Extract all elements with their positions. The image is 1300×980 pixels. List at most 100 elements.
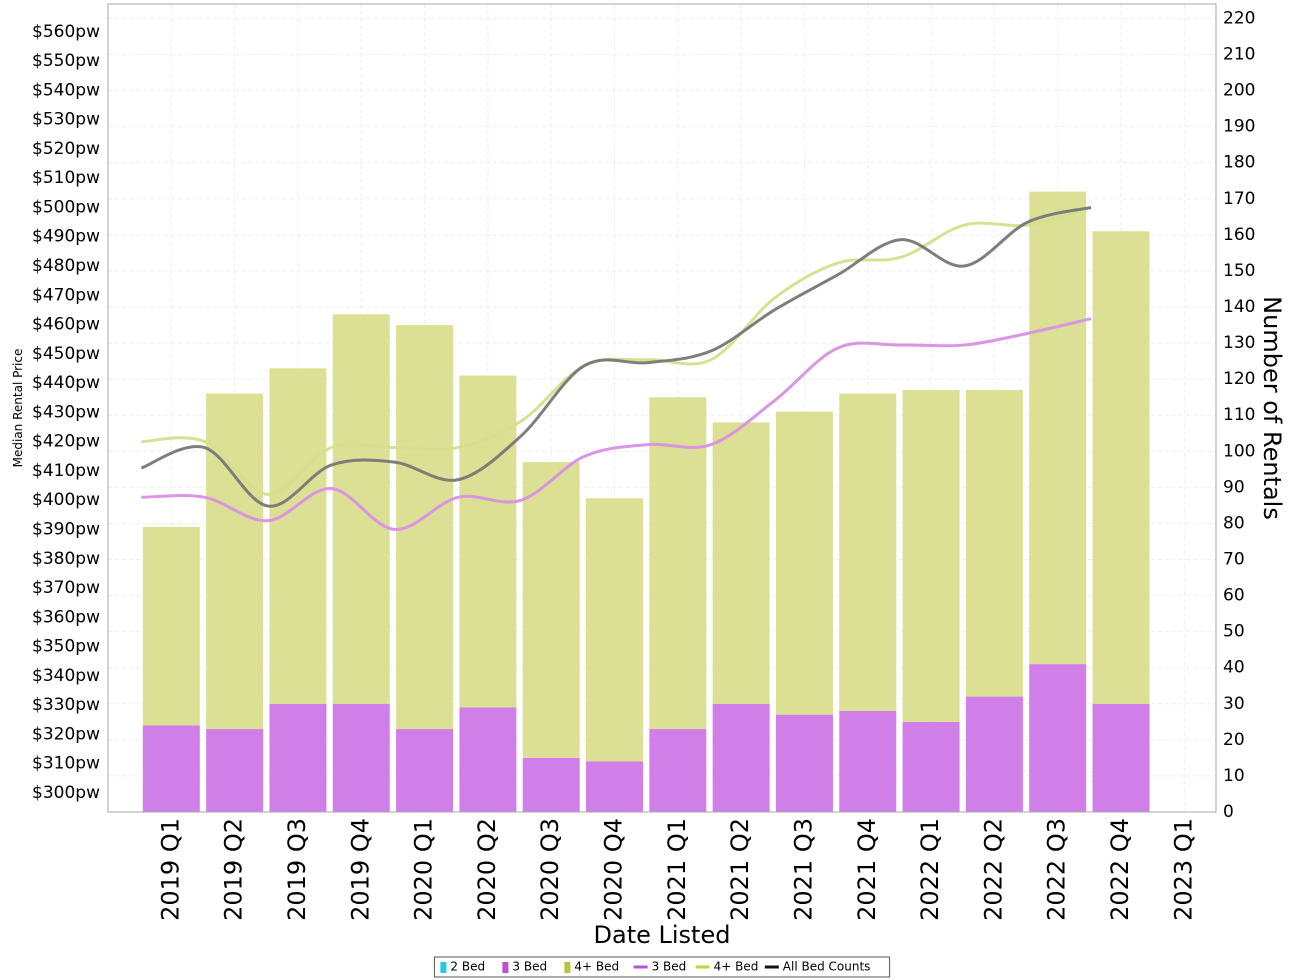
plot-frame [107,3,1217,813]
left-tick-label: $320pw [32,724,100,744]
x-tick-label: 2020 Q1 [410,818,438,921]
line-all-bed-counts [140,205,1092,508]
left-tick-label: $400pw [32,490,100,510]
legend-label: 2 Bed [450,960,485,974]
legend-swatch-bar [440,962,447,973]
bar-4-bed-2022-q1 [902,389,960,722]
bar-3-bed-2022-q2 [965,696,1023,812]
x-tick-label: 2023 Q1 [1169,818,1197,921]
right-tick-label: 50 [1223,622,1245,642]
bar-4-bed-2020-q4 [586,498,644,762]
bar-3-bed-2022-q3 [1029,664,1087,812]
x-tick-label: 2021 Q1 [663,818,691,921]
right-tick-label: 200 [1223,81,1255,101]
left-tick-label: $390pw [32,519,100,539]
right-tick-label: 90 [1223,477,1245,497]
bar-4-bed-2022-q3 [1029,191,1087,665]
x-axis-ticks: 2019 Q1 2019 Q2 2019 Q3 2019 Q4 2020 Q1 2020 … [156,818,1197,921]
left-tick-label: $560pw [32,22,100,42]
left-tick-label: $430pw [32,402,100,422]
x-tick-label: 2022 Q1 [916,818,944,921]
bar-3-bed-2021-q2 [712,703,770,812]
right-tick-label: 140 [1223,297,1255,317]
left-tick-label: $510pw [32,168,100,188]
x-tick-label: 2021 Q2 [726,818,754,921]
bar-3-bed-2020-q1 [396,729,454,812]
left-tick-label: $440pw [32,373,100,393]
legend-label: All Bed Counts [783,960,871,974]
bar-4-bed-2022-q2 [965,389,1023,697]
legend-box [433,956,891,978]
bar-3-bed-2020-q2 [459,707,517,812]
left-axis-title: Median Rental Price [11,349,25,468]
legend-swatch-bar [502,962,509,973]
left-axis-ticks: $300pw $310pw $320pw $330pw $340pw $350pw $360… [32,22,100,803]
right-tick-label: 180 [1223,153,1255,173]
x-tick-label: 2022 Q4 [1106,818,1134,921]
left-tick-label: $300pw [32,783,100,803]
x-tick-label: 2019 Q1 [156,818,184,921]
bar-3-bed-2022-q1 [902,721,960,812]
x-tick-label: 2019 Q4 [346,818,374,921]
right-tick-label: 60 [1223,586,1245,606]
right-tick-label: 40 [1223,658,1245,678]
right-tick-label: 130 [1223,333,1255,353]
bar-3-bed-2019-q2 [206,729,264,812]
bar-4-bed-2019-q3 [269,368,327,704]
bar-4-bed-2021-q2 [712,422,770,704]
left-tick-label: $310pw [32,754,100,774]
right-tick-label: 80 [1223,513,1245,533]
bar-3-bed-2020-q3 [522,757,580,812]
x-tick-label: 2019 Q3 [283,818,311,921]
left-tick-label: $550pw [32,51,100,71]
x-tick-label: 2020 Q3 [536,818,564,921]
bar-3-bed-2022-q4 [1092,703,1150,812]
right-tick-label: 220 [1223,8,1255,28]
left-tick-label: $460pw [32,315,100,335]
bar-series-group [142,191,1150,812]
right-axis-ticks: 0 10 20 30 40 50 60 70 80 90 100 110 120 130 140 150 160… [1223,8,1255,822]
legend-swatch-bar [564,962,571,973]
right-tick-label: 20 [1223,730,1245,750]
left-tick-label: $410pw [32,461,100,481]
right-tick-label: 70 [1223,550,1245,570]
bar-4-bed-2021-q4 [839,393,897,711]
left-tick-label: $370pw [32,578,100,598]
right-axis-title: Number of Rentals [1258,296,1286,520]
left-tick-label: $330pw [32,695,100,715]
right-tick-label: 170 [1223,189,1255,209]
left-tick-label: $380pw [32,549,100,569]
bar-3-bed-2021-q3 [775,714,833,812]
left-tick-label: $520pw [32,139,100,159]
right-tick-label: 0 [1223,802,1234,822]
left-tick-label: $500pw [32,197,100,217]
bar-4-bed-2020-q3 [522,462,580,758]
left-tick-label: $530pw [32,110,100,130]
legend: 2 Bed 3 Bed 4+ Bed 3 Bed 4+ Bed All Bed Count… [433,956,891,978]
legend-label: 4+ Bed [574,960,619,974]
left-tick-label: $540pw [32,80,100,100]
x-axis-title: Date Listed [594,921,731,949]
bar-4-bed-2019-q1 [142,527,200,726]
left-tick-label: $350pw [32,637,100,657]
bar-3-bed-2019-q1 [142,725,200,812]
left-tick-label: $340pw [32,666,100,686]
right-tick-label: 120 [1223,369,1255,389]
left-tick-label: $480pw [32,256,100,276]
x-tick-label: 2021 Q3 [789,818,817,921]
legend-label: 3 Bed [652,960,687,974]
right-tick-label: 100 [1223,441,1255,461]
bar-3-bed-2020-q4 [586,761,644,812]
left-tick-label: $490pw [32,227,100,247]
x-tick-label: 2020 Q2 [473,818,501,921]
bar-4-bed-2022-q4 [1092,231,1150,704]
left-tick-label: $420pw [32,432,100,452]
x-tick-label: 2021 Q4 [853,818,881,921]
bar-3-bed-2021-q1 [649,729,707,812]
right-tick-label: 110 [1223,405,1255,425]
line-3-bed [141,317,1092,531]
left-tick-label: $450pw [32,344,100,364]
line-series-group [140,205,1092,531]
left-tick-label: $470pw [32,285,100,305]
